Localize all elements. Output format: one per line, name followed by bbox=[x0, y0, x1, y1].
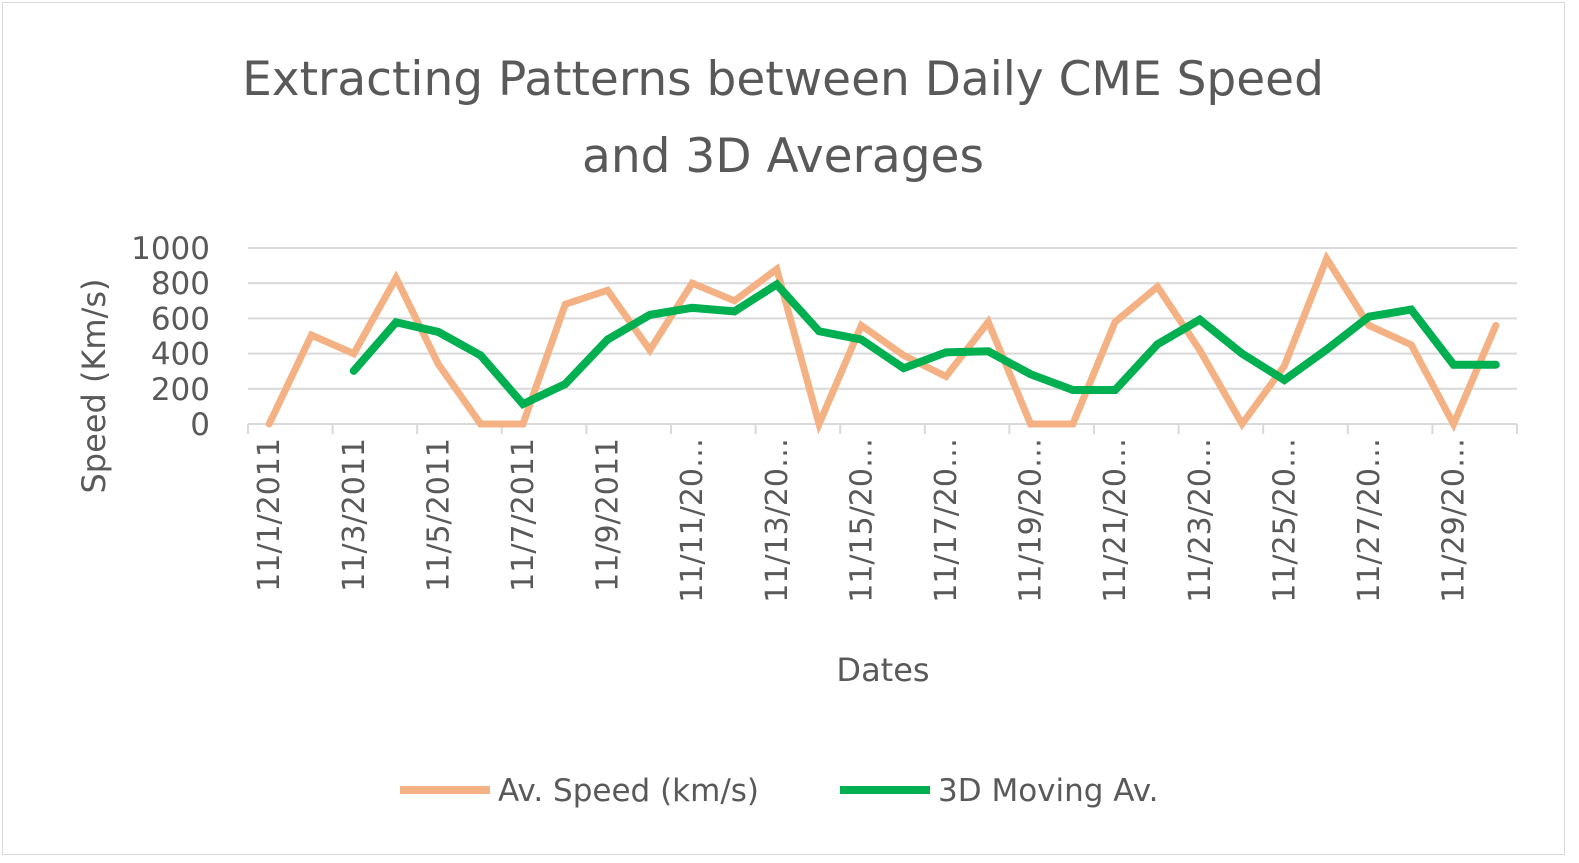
x-tick-label: 11/23/20… bbox=[1183, 438, 1218, 603]
y-tick-label: 200 bbox=[151, 372, 210, 408]
x-tick-label: 11/29/20… bbox=[1437, 438, 1472, 603]
legend-label-3d-moving-av: 3D Moving Av. bbox=[938, 773, 1158, 809]
x-tick-label: 11/9/2011 bbox=[591, 438, 626, 592]
x-tick-label: 11/27/20… bbox=[1352, 438, 1387, 603]
x-axis-label: Dates bbox=[836, 651, 929, 689]
chart-title-line-1: Extracting Patterns between Daily CME Sp… bbox=[242, 52, 1324, 107]
series-line-av-speed bbox=[265, 250, 1500, 435]
y-tick-label: 0 bbox=[190, 407, 210, 443]
y-tick-label: 800 bbox=[151, 266, 210, 302]
y-tick-label: 600 bbox=[151, 301, 210, 337]
x-tick-label: 11/25/20… bbox=[1267, 438, 1302, 603]
legend-label-av-speed: Av. Speed (km/s) bbox=[498, 773, 759, 809]
x-tick-label: 11/15/20… bbox=[844, 438, 879, 603]
x-tick-label: 11/19/20… bbox=[1014, 438, 1049, 603]
series-line-3d-moving-av bbox=[349, 279, 1500, 410]
x-tick-label: 11/1/2011 bbox=[252, 438, 287, 592]
chart-title-line-2: and 3D Averages bbox=[582, 129, 984, 184]
y-tick-label: 1000 bbox=[131, 231, 210, 267]
x-tick-label: 11/17/20… bbox=[929, 438, 964, 603]
legend: Av. Speed (km/s) 3D Moving Av. bbox=[400, 773, 1158, 809]
chart-frame bbox=[2, 2, 1565, 855]
x-tick-label: 11/7/2011 bbox=[506, 438, 541, 592]
x-tick-label: 11/3/2011 bbox=[337, 438, 372, 592]
y-axis-label: Speed (Km/s) bbox=[75, 278, 113, 493]
x-tick-label: 11/21/20… bbox=[1098, 438, 1133, 603]
y-tick-label: 400 bbox=[151, 337, 210, 373]
x-tick-label: 11/11/20… bbox=[675, 438, 710, 603]
x-tick-label: 11/13/20… bbox=[760, 438, 795, 603]
x-tick-label: 11/5/2011 bbox=[421, 438, 456, 592]
